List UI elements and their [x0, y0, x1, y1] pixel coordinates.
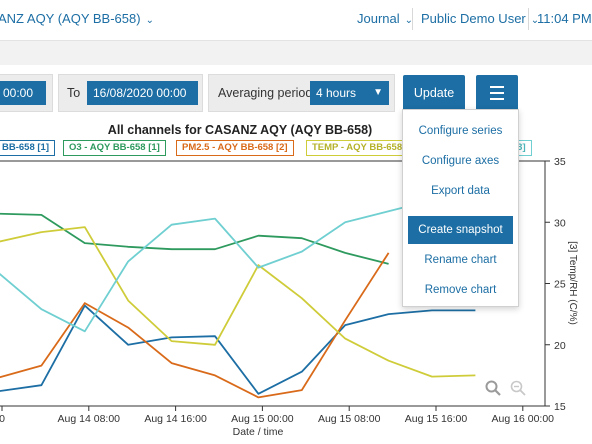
menu-item-create-snapshot[interactable]: Create snapshot: [408, 216, 513, 244]
menu-button[interactable]: [476, 75, 518, 111]
averaging-group: Averaging period 4 hours ▼: [208, 74, 395, 112]
x-tick-label: Aug 15 08:00: [318, 413, 381, 425]
series-line-1: [0, 304, 476, 395]
chart-options-menu: Configure series Configure axes Export d…: [402, 109, 519, 307]
from-group: 00:00: [0, 74, 53, 112]
chart-title: All channels for CASANZ AQY (AQY BB-658): [107, 123, 373, 137]
series-line-2: [0, 212, 389, 265]
x-tick-label: Aug 14 08:00: [58, 413, 121, 425]
update-button[interactable]: Update: [403, 75, 465, 111]
journal-label: Journal: [357, 11, 400, 26]
x-tick-label: Aug 15 00:00: [231, 413, 294, 425]
to-date-input[interactable]: 16/08/2020 00:00: [87, 81, 198, 105]
zoom-out-icon[interactable]: [509, 379, 527, 397]
y-tick-label: 35: [554, 156, 566, 168]
x-tick-label: Aug 15 16:00: [405, 413, 468, 425]
user-menu[interactable]: Public Demo User ⌄: [421, 11, 539, 26]
menu-item-export-data[interactable]: Export data: [431, 185, 490, 197]
device-selector[interactable]: ANZ AQY (AQY BB-658) ⌄: [0, 11, 154, 26]
averaging-value: 4 hours: [316, 86, 357, 100]
averaging-select[interactable]: 4 hours ▼: [310, 81, 389, 105]
legend-series-temp[interactable]: TEMP - AQY BB-658: [306, 140, 409, 156]
x-tick-label: Aug 14 16:00: [144, 413, 207, 425]
chevron-down-icon: ▼: [373, 87, 383, 98]
x-tick-label: Aug 16 00:00: [492, 413, 555, 425]
divider: [412, 8, 413, 30]
y-tick-label: 20: [554, 340, 566, 352]
from-date-input[interactable]: 00:00: [0, 81, 46, 105]
x-axis-label: Date / time: [233, 426, 284, 438]
y-tick-label: 25: [554, 279, 566, 291]
divider: [528, 8, 529, 30]
chevron-down-icon: ⌄: [530, 15, 540, 26]
to-label: To: [67, 86, 81, 100]
series-line-5: [0, 199, 433, 333]
menu-item-remove-chart[interactable]: Remove chart: [424, 284, 497, 296]
menu-item-configure-axes[interactable]: Configure axes: [421, 155, 500, 167]
device-title: ANZ AQY (AQY BB-658): [0, 11, 141, 26]
journal-menu[interactable]: Journal ⌄: [357, 11, 413, 26]
chevron-down-icon: ⌄: [145, 15, 154, 26]
clock: 11:04 PM: [537, 11, 592, 26]
legend-series-1[interactable]: BB-658 [1]: [0, 140, 55, 156]
legend-series-pm25[interactable]: PM2.5 - AQY BB-658 [2]: [176, 140, 294, 156]
legend-series-o3[interactable]: O3 - AQY BB-658 [1]: [63, 140, 166, 156]
user-label: Public Demo User: [421, 11, 526, 26]
menu-item-configure-series[interactable]: Configure series: [418, 125, 503, 137]
y-tick-label: 15: [554, 401, 566, 413]
sub-header-band: [0, 41, 592, 65]
y-tick-label: 30: [554, 217, 566, 229]
y-axis-label: [3] Temp/RH (C/%): [567, 241, 578, 325]
menu-item-rename-chart[interactable]: Rename chart: [424, 254, 497, 266]
series-line-3: [0, 252, 390, 399]
x-tick-label: 0: [0, 413, 5, 425]
to-group: To 16/08/2020 00:00: [58, 74, 203, 112]
chevron-down-icon: ⌄: [404, 15, 414, 26]
zoom-in-icon[interactable]: [484, 379, 502, 397]
averaging-label: Averaging period: [218, 86, 313, 100]
top-bar: ANZ AQY (AQY BB-658) ⌄ Journal ⌄ Public De…: [0, 0, 592, 41]
